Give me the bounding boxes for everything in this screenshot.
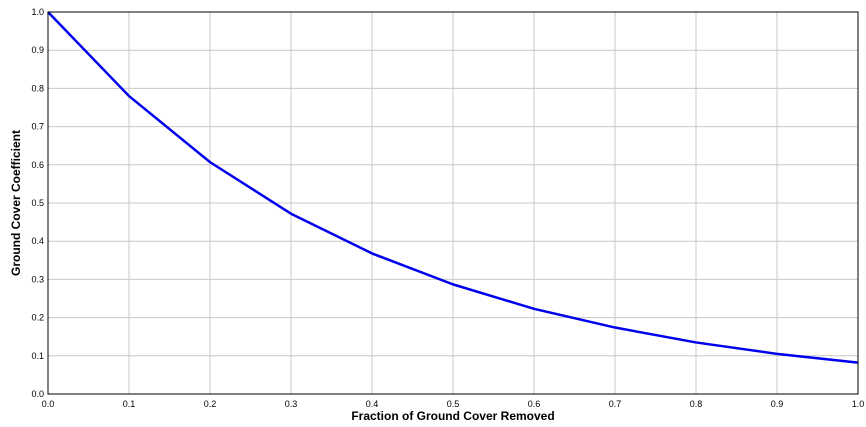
x-tick-label: 0.9 [771, 399, 784, 409]
y-axis-title: Ground Cover Coefficient [9, 130, 23, 276]
x-tick-label: 0.6 [528, 399, 541, 409]
x-tick-label: 0.4 [366, 399, 379, 409]
y-tick-label: 0.9 [31, 45, 44, 55]
y-tick-label: 0.2 [31, 313, 44, 323]
series-layer [47, 11, 859, 364]
x-tick-labels: 0.0 0.1 0.2 0.3 0.4 0.5 0.6 0.7 0.8 0.9 1.0 [42, 399, 865, 409]
plot-frame [47, 11, 859, 395]
grid-lines [47, 11, 859, 395]
y-tick-label: 1.0 [31, 7, 44, 17]
y-tick-label: 0.3 [31, 274, 44, 284]
x-tick-label: 0.7 [609, 399, 622, 409]
x-tick-label: 1.0 [852, 399, 865, 409]
y-tick-label: 0.0 [31, 389, 44, 399]
y-tick-label: 0.5 [31, 198, 44, 208]
y-tick-label: 0.4 [31, 236, 44, 246]
x-tick-label: 0.5 [447, 399, 460, 409]
y-tick-label: 0.8 [31, 83, 44, 93]
x-tick-label: 0.0 [42, 399, 55, 409]
series-line [47, 11, 859, 364]
x-tick-label: 0.8 [690, 399, 703, 409]
y-tick-label: 0.6 [31, 160, 44, 170]
x-tick-label: 0.2 [204, 399, 217, 409]
x-axis-title: Fraction of Ground Cover Removed [351, 409, 554, 423]
y-tick-label: 0.1 [31, 351, 44, 361]
x-tick-label: 0.3 [285, 399, 298, 409]
y-tick-labels: 0.0 0.1 0.2 0.3 0.4 0.5 0.6 0.7 0.8 0.9 1.0 [31, 7, 44, 399]
x-tick-label: 0.1 [123, 399, 136, 409]
y-tick-label: 0.7 [31, 122, 44, 132]
